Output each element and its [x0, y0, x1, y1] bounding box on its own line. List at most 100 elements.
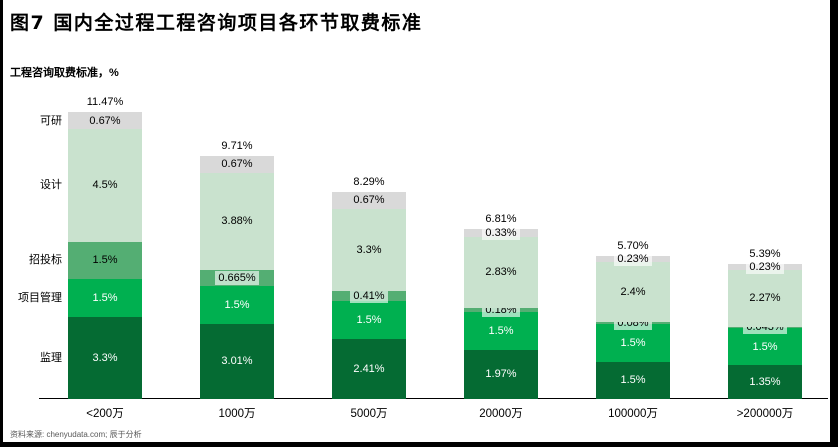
segment-value-text: 1.97% — [485, 368, 517, 381]
segment-value-text: 3.88% — [221, 215, 253, 228]
bar-segment — [200, 323, 274, 399]
segment-value-label: 0.665% — [200, 270, 274, 285]
segment-value-label: 2.41% — [332, 362, 406, 376]
x-axis-category-label: <200万 — [86, 408, 124, 420]
segment-value-label: 1.5% — [68, 291, 142, 305]
y-axis-title: 工程咨询取费标准，% — [10, 67, 119, 79]
bar-segment — [728, 269, 802, 327]
x-axis-category-label: 5000万 — [350, 408, 388, 420]
segment-value-text: 2.4% — [620, 286, 646, 298]
bar-total-label: 5.70% — [617, 240, 649, 253]
segment-value-label: 1.5% — [68, 253, 142, 267]
bar-segment — [200, 286, 274, 324]
x-axis-category-label: 20000万 — [479, 408, 523, 420]
chart-title: 图7 国内全过程工程咨询项目各环节取费标准 — [10, 12, 423, 34]
segment-value-text: 1.5% — [92, 291, 118, 304]
segment-value-text: 3.3% — [92, 351, 118, 364]
bar-total-label: 9.71% — [221, 139, 253, 152]
segment-value-label: 3.01% — [200, 354, 274, 368]
x-axis-category-label: 100000万 — [608, 408, 658, 420]
bar-segment — [596, 361, 670, 399]
bar-total-label: 5.39% — [749, 248, 781, 261]
segment-value-label: 1.5% — [728, 340, 802, 354]
segment-value-text: 1.5% — [620, 374, 646, 387]
segment-value-text: 0.41% — [350, 289, 388, 304]
series-row-label: 招投标 — [29, 254, 62, 267]
segment-value-text: 0.665% — [215, 270, 259, 285]
x-axis-category-label: 1000万 — [218, 408, 256, 420]
right-border — [830, 0, 838, 447]
segment-value-text: 3.3% — [356, 243, 382, 256]
segment-value-text: 1.5% — [620, 336, 646, 349]
segment-value-text: 2.83% — [485, 266, 517, 279]
bar-segment — [200, 155, 274, 173]
segment-value-label: 0.33% — [464, 225, 538, 240]
segment-value-text: 0.67% — [221, 158, 253, 171]
series-row-label: 监理 — [40, 351, 62, 364]
segment-value-text: 1.5% — [752, 340, 778, 353]
segment-value-label: 1.5% — [596, 336, 670, 350]
segment-value-text: 4.5% — [92, 179, 118, 192]
segment-value-text: 1.35% — [749, 376, 781, 389]
bar-segment — [332, 191, 406, 209]
segment-value-label: 0.23% — [728, 260, 802, 275]
segment-value-label: 1.5% — [596, 373, 670, 387]
segment-value-label: 0.67% — [68, 114, 142, 128]
segment-value-label: 0.41% — [332, 289, 406, 304]
segment-value-label: 3.3% — [332, 243, 406, 257]
bar-total-label: 11.47% — [86, 96, 124, 109]
bar-segment — [332, 301, 406, 339]
segment-value-text: 0.33% — [482, 225, 520, 240]
series-row-label: 项目管理 — [18, 291, 62, 304]
bar-segment — [464, 312, 538, 350]
segment-value-text: 0.67% — [89, 114, 121, 127]
bar-total-label: 6.81% — [485, 212, 517, 225]
segment-value-text: 0.23% — [614, 252, 652, 267]
segment-value-text: 3.01% — [221, 355, 253, 368]
segment-value-text: 1.5% — [356, 314, 382, 326]
series-row-label: 可研 — [40, 114, 62, 127]
bar-segment — [332, 208, 406, 291]
segment-value-text: 1.5% — [224, 299, 250, 311]
segment-value-label: 2.4% — [596, 285, 670, 299]
segment-value-label: 4.5% — [68, 178, 142, 192]
segment-value-label: 1.5% — [464, 324, 538, 338]
segment-value-label: 0.67% — [200, 157, 274, 171]
segment-value-label: 3.3% — [68, 351, 142, 365]
bottom-border — [0, 442, 838, 447]
segment-value-label: 1.5% — [200, 298, 274, 312]
segment-value-text: 0.23% — [746, 260, 784, 275]
bar-segment — [596, 324, 670, 362]
source-note: 资料来源: chenyudata.com; 辰于分析 — [10, 430, 142, 439]
segment-value-text: 1.5% — [488, 325, 514, 337]
bar-total-label: 8.29% — [353, 175, 385, 188]
bar-segment — [728, 365, 802, 399]
bar-segment — [68, 112, 142, 129]
bar-segment — [68, 316, 142, 399]
segment-value-label: 1.35% — [728, 375, 802, 389]
segment-value-label: 1.5% — [332, 313, 406, 327]
x-axis-category-label: >200000万 — [736, 408, 794, 420]
segment-value-text: 1.5% — [92, 254, 118, 267]
bar-segment — [200, 172, 274, 270]
bar-segment — [68, 241, 142, 279]
bar-segment — [464, 349, 538, 399]
bar-segment — [68, 279, 142, 317]
segment-value-label: 1.97% — [464, 367, 538, 381]
bar-segment — [596, 262, 670, 322]
bar-segment — [464, 237, 538, 308]
segment-value-label: 2.27% — [728, 291, 802, 305]
segment-value-label: 0.23% — [596, 252, 670, 267]
segment-value-label: 2.83% — [464, 265, 538, 279]
left-border — [0, 0, 3, 447]
x-axis-line — [39, 398, 828, 399]
segment-value-text: 2.27% — [749, 292, 781, 305]
segment-value-text: 0.67% — [353, 194, 385, 207]
segment-value-text: 2.41% — [353, 362, 385, 375]
bar-segment — [68, 129, 142, 242]
segment-value-label: 0.67% — [332, 193, 406, 207]
series-row-label: 设计 — [40, 179, 62, 192]
segment-value-label: 3.88% — [200, 214, 274, 228]
